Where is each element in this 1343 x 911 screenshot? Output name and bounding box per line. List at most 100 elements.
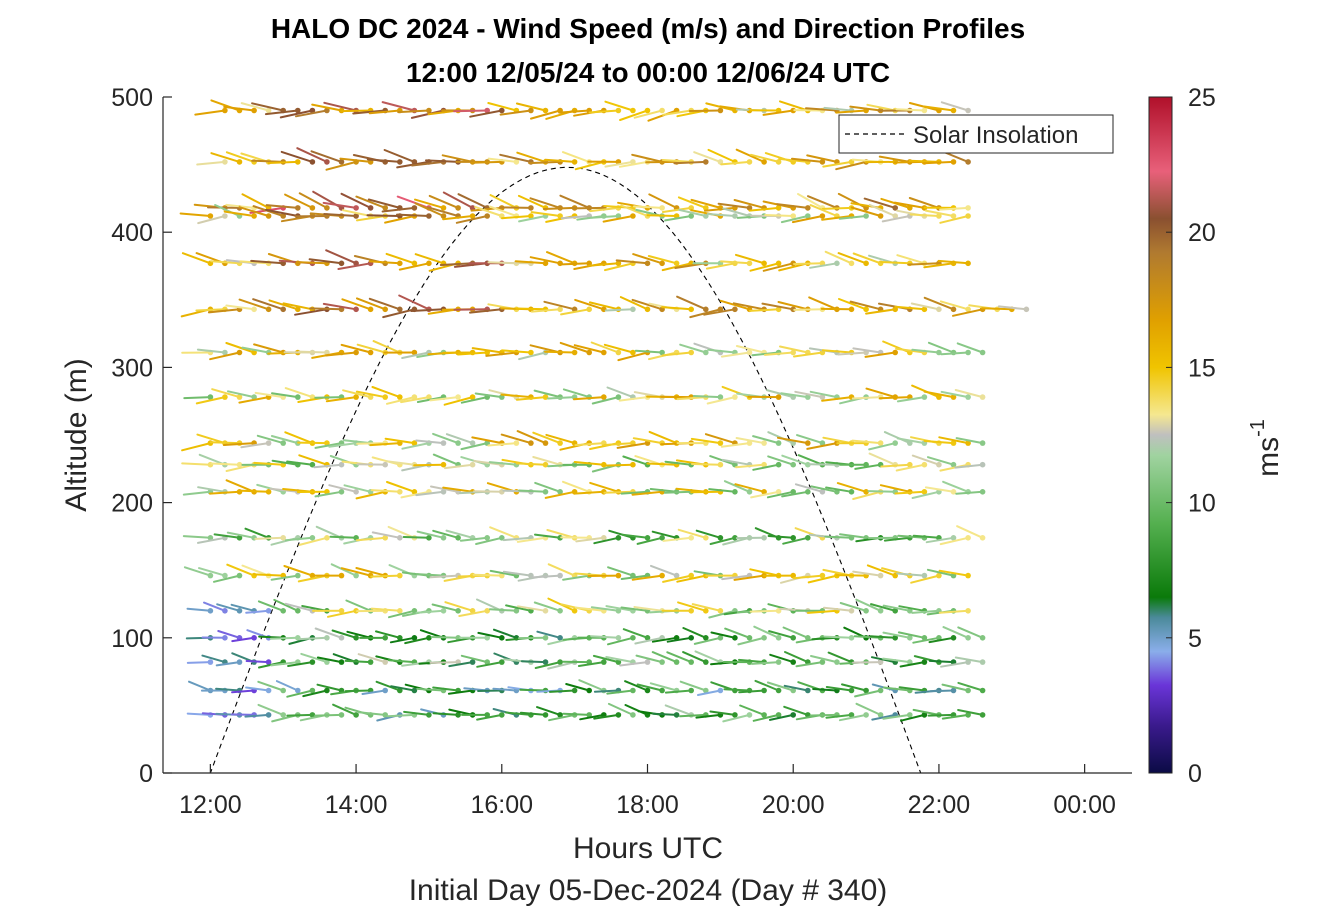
wind-barb <box>400 490 430 499</box>
wind-barb <box>543 300 576 311</box>
wind-barb-head <box>338 461 345 468</box>
wind-barb <box>470 160 503 164</box>
wind-barb-head <box>688 687 694 694</box>
wind-barb <box>474 205 503 217</box>
wind-barb <box>735 345 766 354</box>
wind-barb-head <box>411 205 418 211</box>
wind-barb <box>662 109 693 116</box>
wind-barb <box>322 302 358 311</box>
wind-barb <box>428 194 460 209</box>
wind-barb-head <box>950 159 957 165</box>
wind-barb <box>735 437 766 445</box>
wind-barb <box>245 609 270 614</box>
wind-barb <box>709 710 736 716</box>
wind-barb-head <box>936 349 942 356</box>
wind-barb <box>782 626 809 639</box>
wind-barb <box>695 529 722 539</box>
wind-barb <box>823 606 853 612</box>
wind-barb-head <box>295 608 301 614</box>
wind-barb <box>271 459 299 466</box>
wind-barb-head <box>455 712 461 718</box>
wind-barb <box>271 392 299 399</box>
wind-barb-head <box>367 394 374 400</box>
wind-barb <box>752 435 780 445</box>
wind-barb <box>502 536 532 542</box>
wind-barb-head <box>805 205 811 211</box>
wind-barb <box>646 214 678 217</box>
wind-barb <box>776 203 809 209</box>
wind-barb <box>216 603 241 612</box>
wind-barb <box>854 463 882 470</box>
wind-barb <box>767 535 795 539</box>
wind-barb <box>589 481 620 493</box>
wind-barb-head <box>295 306 301 313</box>
wind-barb <box>188 680 212 692</box>
wind-barb <box>895 463 926 472</box>
wind-barb <box>705 262 736 270</box>
wind-barb-head <box>907 659 913 665</box>
wind-barb <box>692 395 722 399</box>
wind-barb <box>928 636 955 644</box>
wind-barb <box>852 252 882 265</box>
wind-barb <box>824 535 853 539</box>
wind-barb <box>344 689 372 693</box>
wind-barb <box>560 308 591 316</box>
wind-barb <box>578 679 605 692</box>
wind-barb <box>720 351 751 358</box>
wind-barb <box>634 636 664 645</box>
wind-barb <box>311 103 343 112</box>
wind-barb <box>662 536 693 542</box>
wind-barb-head <box>353 213 359 219</box>
wind-barb <box>245 686 270 692</box>
wind-barb-head <box>630 712 636 718</box>
wind-barb-head <box>426 712 432 718</box>
wind-barb-head <box>411 440 418 446</box>
wind-barb <box>732 302 766 311</box>
wind-barb-head <box>659 572 665 579</box>
wind-barb <box>688 109 722 112</box>
wind-barb-head <box>382 205 389 211</box>
colorbar-label-unit: ms <box>1252 437 1285 477</box>
wind-barb-head <box>557 608 563 614</box>
wind-barb-head <box>615 349 622 356</box>
wind-barb <box>619 109 649 121</box>
wind-barb-head <box>805 440 811 446</box>
wind-barb <box>693 151 722 163</box>
wind-barb <box>723 480 751 493</box>
wind-barb-head <box>440 535 447 541</box>
wind-barb-head <box>338 608 345 614</box>
wind-barb-head <box>950 461 957 468</box>
wind-barb <box>182 535 212 539</box>
wind-barb <box>225 151 256 163</box>
wind-barb-head <box>426 213 432 219</box>
wind-barb <box>558 262 591 266</box>
wind-barb <box>809 262 838 269</box>
wind-barb <box>633 606 664 612</box>
wind-barb <box>810 485 838 493</box>
wind-barb-head <box>382 687 389 694</box>
wind-barb <box>837 351 868 356</box>
wind-barb <box>284 536 314 542</box>
wind-barb-head <box>732 535 738 541</box>
wind-barb-head <box>863 213 869 219</box>
wind-barb <box>677 528 707 539</box>
wind-barb-head <box>877 213 884 219</box>
wind-barb <box>838 713 868 722</box>
wind-barb-head <box>309 659 316 665</box>
wind-barb <box>342 389 372 399</box>
wind-barb <box>679 680 707 692</box>
wind-barb-head <box>907 608 913 614</box>
wind-barb <box>561 151 591 163</box>
wind-barb <box>827 651 853 664</box>
wind-barb <box>532 431 562 445</box>
wind-barb-head <box>207 213 214 219</box>
wind-barb-head <box>207 608 214 614</box>
wind-barb <box>542 206 576 210</box>
wind-barb <box>955 490 984 495</box>
wind-barb <box>198 567 226 577</box>
wind-barb-head <box>790 572 796 579</box>
wind-barb <box>310 150 343 163</box>
wind-barb <box>257 600 285 612</box>
wind-barb <box>631 574 664 581</box>
wind-barb <box>227 390 256 399</box>
